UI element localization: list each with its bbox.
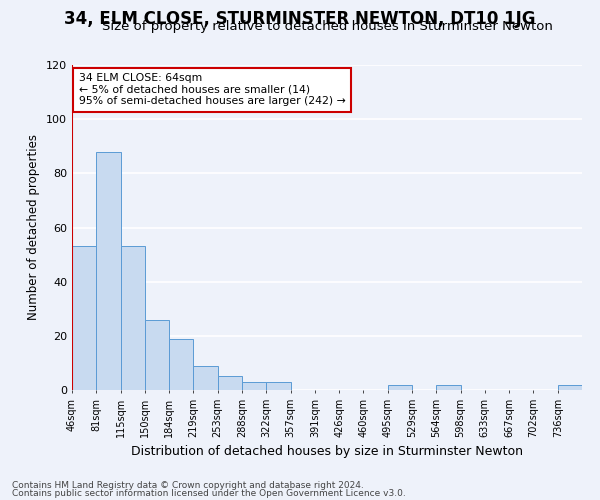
Bar [388, 384, 412, 390]
Text: 34, ELM CLOSE, STURMINSTER NEWTON, DT10 1JG: 34, ELM CLOSE, STURMINSTER NEWTON, DT10 … [64, 10, 536, 28]
Bar [121, 246, 145, 390]
Bar [218, 376, 242, 390]
Text: Contains HM Land Registry data © Crown copyright and database right 2024.: Contains HM Land Registry data © Crown c… [12, 481, 364, 490]
Bar [193, 366, 218, 390]
Bar [169, 338, 193, 390]
Bar [96, 152, 121, 390]
Bar [145, 320, 169, 390]
Text: 34 ELM CLOSE: 64sqm
← 5% of detached houses are smaller (14)
95% of semi-detache: 34 ELM CLOSE: 64sqm ← 5% of detached hou… [79, 73, 346, 106]
Bar [242, 382, 266, 390]
Bar [558, 384, 582, 390]
Bar [72, 246, 96, 390]
Bar [266, 382, 290, 390]
Bar [436, 384, 461, 390]
Y-axis label: Number of detached properties: Number of detached properties [28, 134, 40, 320]
X-axis label: Distribution of detached houses by size in Sturminster Newton: Distribution of detached houses by size … [131, 446, 523, 458]
Title: Size of property relative to detached houses in Sturminster Newton: Size of property relative to detached ho… [101, 20, 553, 34]
Text: Contains public sector information licensed under the Open Government Licence v3: Contains public sector information licen… [12, 488, 406, 498]
